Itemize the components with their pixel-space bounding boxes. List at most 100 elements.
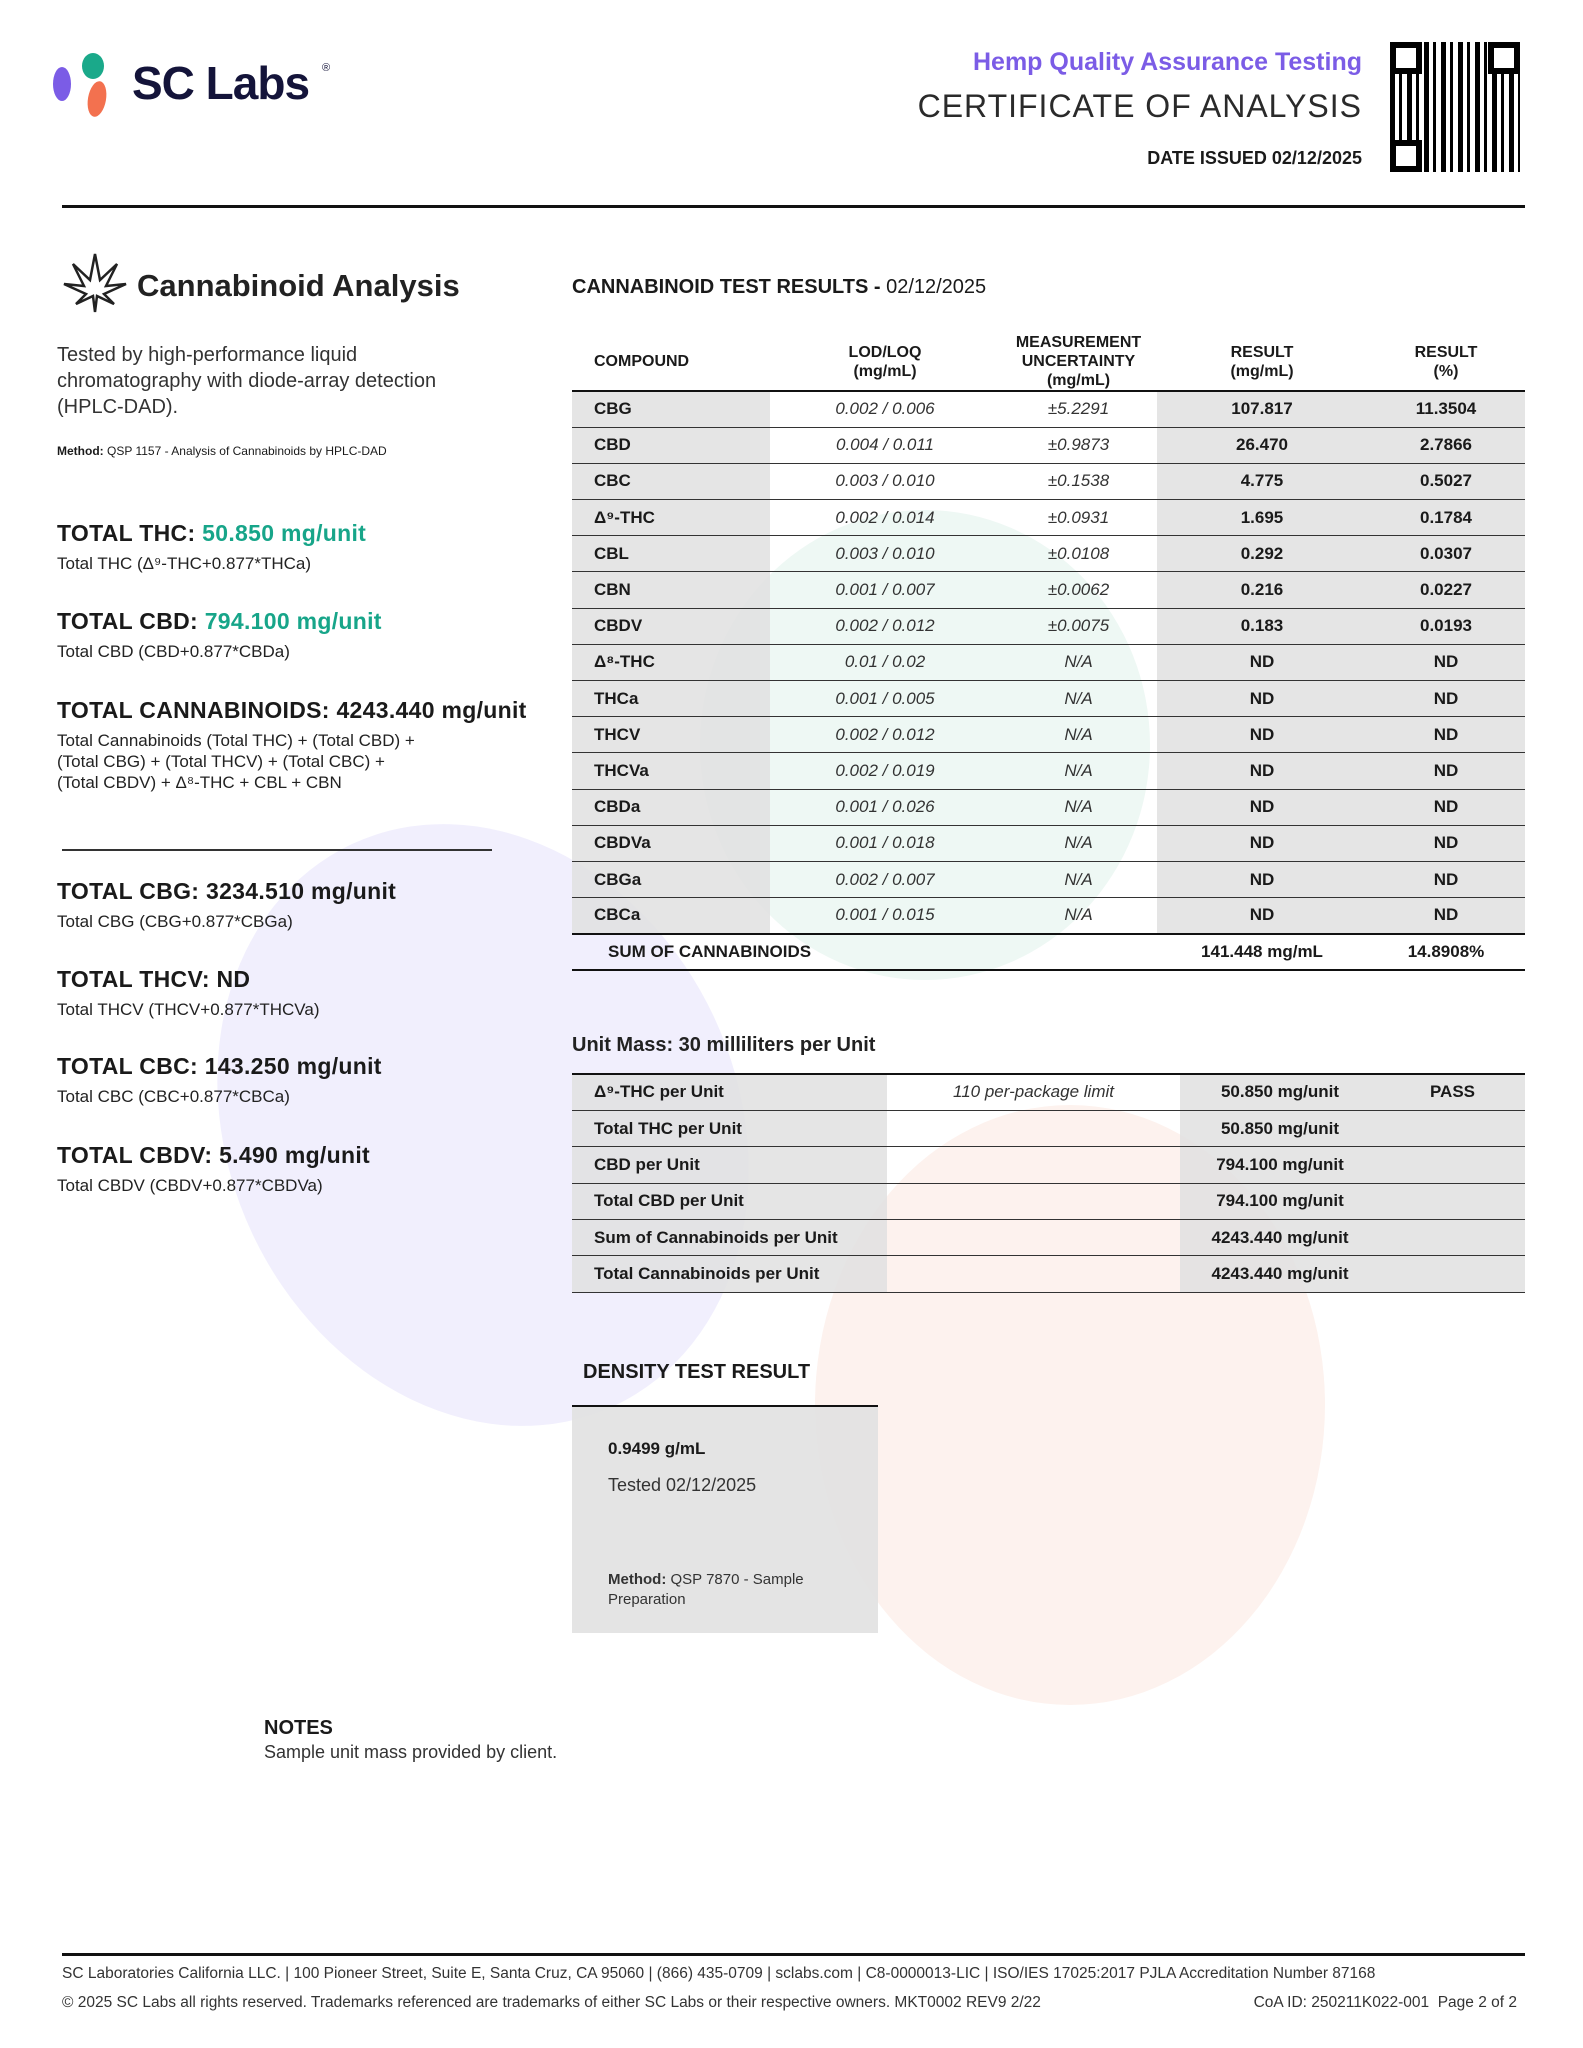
unit-limit [887,1146,1180,1184]
total-heading: TOTAL THC: 50.850 mg/unit [57,520,366,547]
column-header: LOD/LOQ (mg/mL) [770,333,1000,392]
total-value: 3234.510 mg/unit [205,878,397,904]
table-row: Total THC per Unit 50.850 mg/unit [572,1110,1525,1148]
result-pct: ND [1367,897,1525,935]
result-pct: ND [1367,752,1525,790]
total-block: TOTAL THCV: ND Total THCV (THCV+0.877*THC… [57,966,319,1020]
table-row: CBDV 0.002 / 0.012 ±0.0075 0.183 0.0193 [572,608,1525,645]
result-mg: ND [1157,644,1367,682]
result-pct: 0.0193 [1367,608,1525,645]
unit-value: 4243.440 mg/unit [1180,1255,1380,1293]
total-formula: (Total CBG) + (Total THCV) + (Total CBC)… [57,752,385,771]
method-value: QSP 1157 - Analysis of Cannabinoids by H… [107,444,387,458]
results-date: 02/12/2025 [886,276,987,298]
unit-value: 794.100 mg/unit [1180,1146,1380,1184]
result-mg: 26.470 [1157,427,1367,464]
result-mg: 1.695 [1157,499,1367,537]
analysis-title: Cannabinoid Analysis [137,268,460,303]
table-row: Δ⁹-THC 0.002 / 0.014 ±0.0931 1.695 0.1784 [572,499,1525,537]
compound-name: CBG [572,391,770,428]
lod-loq: 0.003 / 0.010 [770,463,1000,501]
result-pct: 0.0227 [1367,571,1525,609]
column-header: RESULT (%) [1367,333,1525,392]
unit-value: 50.850 mg/unit [1180,1074,1380,1111]
header-text: RESULT (%) [1414,343,1478,380]
method-label: Method: [608,1571,667,1588]
compound-name: CBC [572,463,770,501]
unit-status [1380,1146,1525,1184]
unit-limit: 110 per-package limit [887,1074,1180,1111]
total-label: TOTAL THCV: [57,966,210,992]
table-row: CBGa 0.002 / 0.007 N/A ND ND [572,861,1525,899]
header-text: LOD/LOQ (mg/mL) [848,343,922,380]
table-row: CBL 0.003 / 0.010 ±0.0108 0.292 0.0307 [572,535,1525,573]
header-text: RESULT (mg/mL) [1230,343,1294,380]
lod-loq: 0.004 / 0.011 [770,427,1000,464]
result-pct: 0.5027 [1367,463,1525,501]
density-box: 0.9499 g/mL Tested 02/12/2025 Method: QS… [572,1405,878,1633]
result-mg: 0.292 [1157,535,1367,573]
compound-name: CBL [572,535,770,573]
method-value: QSP 7870 - Sample [670,1571,804,1588]
qr-code-icon[interactable] [1390,42,1520,172]
total-formula: Total Cannabinoids (Total THC) + (Total … [57,731,415,750]
total-formula: Total CBD (CBD+0.877*CBDa) [57,642,290,661]
uncertainty: N/A [1000,644,1157,682]
notes-text: Sample unit mass provided by client. [264,1742,558,1762]
coa-id: CoA ID: 250211K022-001 Page 2 of 2 [1253,1994,1517,2011]
lod-loq: 0.002 / 0.012 [770,608,1000,645]
result-mg: 4.775 [1157,463,1367,501]
density-tested: Tested 02/12/2025 [608,1475,757,1495]
result-pct: ND [1367,861,1525,899]
total-value: 4243.440 mg/unit [336,697,527,723]
unit-status [1380,1219,1525,1257]
total-heading: TOTAL CBDV: 5.490 mg/unit [57,1142,370,1169]
logo-text: SC Labs [132,57,310,109]
unit-limit [887,1255,1180,1293]
table-row: CBDVa 0.001 / 0.018 N/A ND ND [572,825,1525,862]
compound-name: CBDa [572,789,770,826]
footer-divider [62,1953,1525,1956]
total-label: TOTAL CBC: [57,1053,198,1079]
result-pct: 11.3504 [1367,391,1525,428]
table-row: THCVa 0.002 / 0.019 N/A ND ND [572,752,1525,790]
result-mg: ND [1157,716,1367,754]
unit-limit [887,1110,1180,1148]
total-label: TOTAL CBDV: [57,1142,213,1168]
total-heading: TOTAL CBG: 3234.510 mg/unit [57,878,396,905]
compound-name: CBD [572,427,770,464]
total-label: TOTAL THC: [57,520,196,546]
result-mg: 0.183 [1157,608,1367,645]
sum-mg: 141.448 mg/mL [1157,932,1367,972]
analysis-method: Method: QSP 1157 - Analysis of Cannabino… [57,444,387,458]
lod-loq: 0.002 / 0.007 [770,861,1000,899]
compound-name: CBCa [572,897,770,935]
footer-line-2: © 2025 SC Labs all rights reserved. Trad… [62,1994,1041,2011]
table-row: THCa 0.001 / 0.005 N/A ND ND [572,680,1525,718]
compound-name: CBGa [572,861,770,899]
lod-loq: 0.001 / 0.015 [770,897,1000,935]
lod-loq: 0.001 / 0.018 [770,825,1000,862]
unit-limit [887,1183,1180,1221]
method-value-cont: Preparation [608,1591,686,1608]
unit-mass-title: Unit Mass: 30 milliliters per Unit [572,1034,876,1056]
result-pct: 2.7866 [1367,427,1525,464]
analysis-description: Tested by high-performance liquid chroma… [57,342,436,420]
total-value: 50.850 mg/unit [202,520,367,546]
header-text: MEASUREMENT UNCERTAINTY (mg/mL) [1015,334,1142,389]
compound-name: THCa [572,680,770,718]
results-title: CANNABINOID TEST RESULTS - 02/12/2025 [572,276,986,299]
compound-name: THCV [572,716,770,754]
table-header-row: COMPOUND LOD/LOQ (mg/mL) MEASUREMENT UNCER… [572,333,1525,392]
total-formula: Total CBC (CBC+0.877*CBCa) [57,1087,290,1106]
uncertainty: ±0.0075 [1000,608,1157,645]
registered-mark: ® [322,62,331,74]
uncertainty: N/A [1000,752,1157,790]
density-title: DENSITY TEST RESULT [583,1361,811,1383]
uncertainty: ±0.9873 [1000,427,1157,464]
result-mg: 107.817 [1157,391,1367,428]
compound-name: THCVa [572,752,770,790]
density-method: Method: QSP 7870 - Sample Preparation [608,1570,842,1610]
table-row: THCV 0.002 / 0.012 N/A ND ND [572,716,1525,754]
total-formula: Total THCV (THCV+0.877*THCVa) [57,1000,320,1019]
